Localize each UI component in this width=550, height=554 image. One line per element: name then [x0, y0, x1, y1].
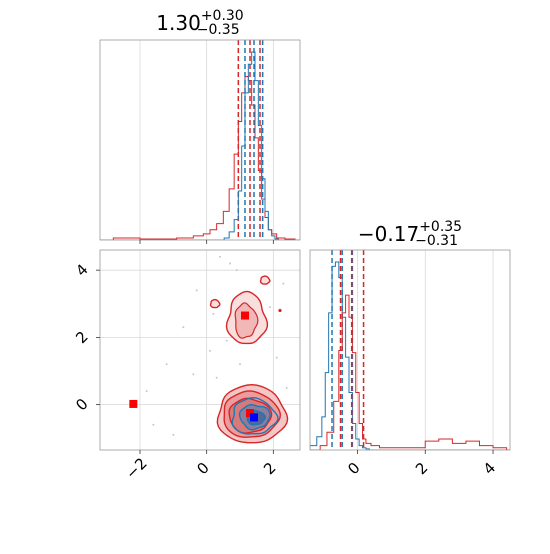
panel-frame — [309, 249, 511, 451]
histogram-series-step — [100, 51, 300, 240]
red-square-marker — [246, 409, 254, 418]
grid-lines — [357, 250, 494, 450]
contour-red-secondary-inner — [234, 302, 259, 339]
x-tick-labels: −2 0 2 — [122, 454, 279, 482]
scatter-point — [195, 289, 198, 292]
y-tick-label: 2 — [72, 328, 91, 347]
histogram-title-param-2: −0.17+0.35 −0.31 — [358, 219, 462, 249]
blue-square-marker — [250, 413, 258, 422]
scatter-point — [212, 312, 215, 315]
y-tick-labels: 0 2 4 — [72, 260, 91, 414]
scatter-point — [229, 262, 231, 265]
scatter-point — [269, 306, 271, 309]
contour-group — [129, 255, 289, 444]
x-tick-label: 0 — [193, 459, 212, 478]
contour-red-island — [209, 298, 221, 309]
scatter-point — [182, 326, 185, 329]
tick-marks — [139, 240, 274, 244]
y-tick-label: 4 — [72, 260, 91, 279]
scatter-point — [219, 255, 221, 258]
tick-marks — [96, 269, 274, 454]
histogram-title-param-1: 1.30+0.30 −0.35 — [156, 8, 243, 38]
scatter-point — [152, 423, 155, 426]
x-tick-label: 4 — [480, 459, 499, 478]
scatter-point — [209, 349, 211, 352]
scatter-point — [278, 308, 282, 313]
histogram-series-group — [310, 250, 510, 450]
tick-marks — [357, 450, 494, 454]
scatter-point — [145, 390, 148, 393]
x-tick-labels: 0 2 4 — [344, 459, 499, 478]
scatter-point — [215, 376, 218, 379]
contour-red-island — [259, 275, 271, 285]
scatter-point — [239, 363, 241, 366]
scatter-point — [172, 433, 175, 436]
panel-frame — [99, 249, 301, 451]
histogram-panel-param-2: 0 2 4 −0.17+0.35 −0.31 — [309, 219, 511, 478]
scatter-point — [235, 269, 238, 272]
scatter-point — [192, 373, 195, 376]
x-tick-label: 0 — [344, 459, 363, 478]
red-square-marker — [241, 311, 249, 320]
histogram-series-step — [100, 76, 300, 240]
x-tick-label: 2 — [260, 459, 279, 478]
panel-frame — [99, 39, 301, 241]
x-tick-label: 2 — [412, 459, 431, 478]
scatter-point — [225, 339, 228, 342]
contour-blue-outer — [231, 396, 279, 435]
histogram-series-group — [100, 40, 300, 240]
scatter-point — [285, 386, 288, 389]
histogram-panel-param-1: 1.30+0.30 −0.35 — [99, 8, 301, 244]
grid-lines — [139, 40, 274, 240]
contour-panel: −2 0 2 0 2 4 — [72, 249, 301, 483]
y-tick-label: 0 — [72, 395, 91, 414]
red-square-marker — [129, 399, 138, 408]
scatter-point — [165, 363, 168, 366]
scatter-point — [282, 282, 285, 285]
x-tick-label: −2 — [122, 454, 150, 482]
scatter-point — [275, 356, 278, 359]
